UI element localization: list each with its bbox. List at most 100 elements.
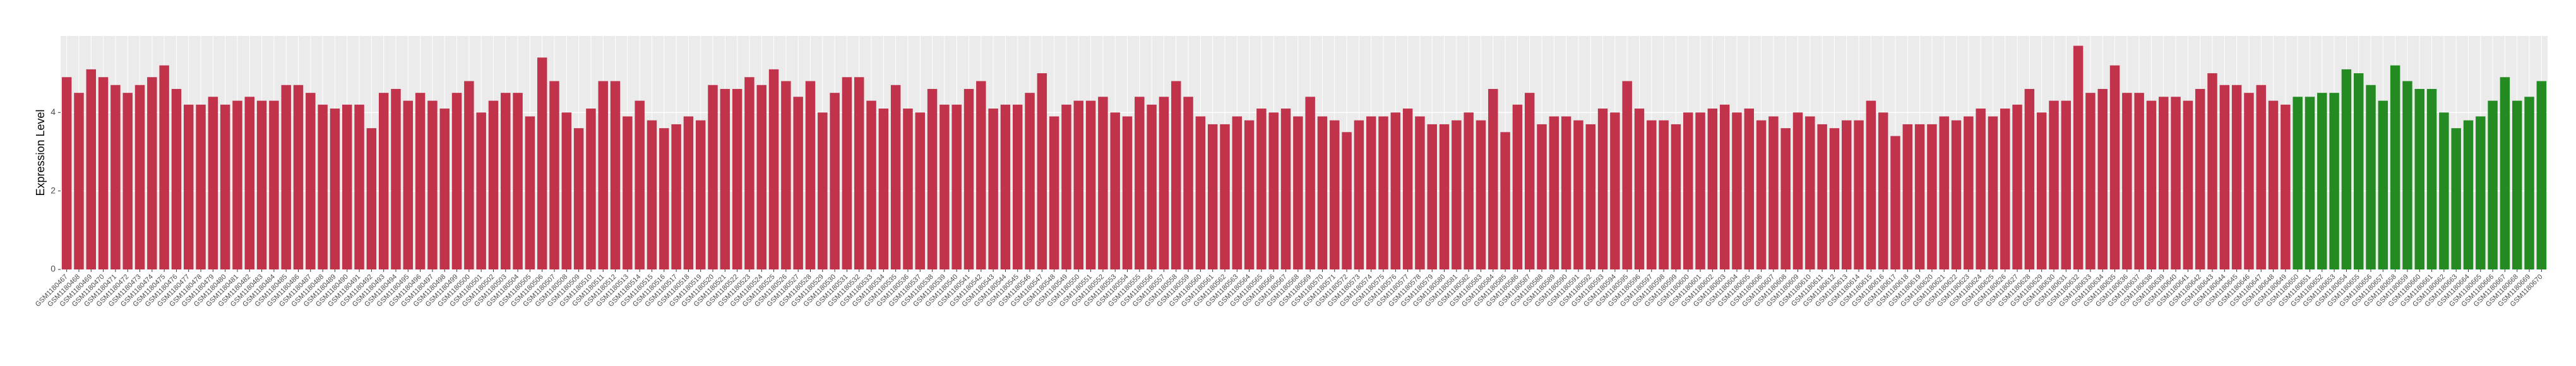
bar bbox=[2281, 104, 2291, 269]
bar bbox=[659, 128, 669, 269]
bar bbox=[1439, 124, 1450, 269]
bar bbox=[2366, 85, 2376, 270]
bar bbox=[1890, 136, 1900, 269]
bar bbox=[2122, 93, 2132, 269]
bar bbox=[671, 124, 681, 269]
bar bbox=[2207, 73, 2217, 270]
bar bbox=[1561, 116, 1571, 269]
bar bbox=[403, 100, 414, 269]
bar bbox=[2390, 65, 2400, 269]
bar bbox=[951, 104, 962, 269]
bar bbox=[1854, 120, 1864, 269]
bar bbox=[2463, 120, 2474, 269]
bar bbox=[2061, 100, 2072, 269]
bar bbox=[1073, 100, 1084, 269]
bar bbox=[391, 88, 401, 269]
bar bbox=[1951, 120, 1962, 269]
bar bbox=[208, 97, 218, 270]
bar bbox=[2159, 97, 2169, 270]
bar bbox=[1829, 128, 1840, 269]
bar bbox=[61, 77, 72, 269]
bar bbox=[318, 104, 328, 269]
bar bbox=[220, 104, 230, 269]
bar bbox=[74, 93, 84, 269]
bar bbox=[805, 81, 816, 269]
bar bbox=[1342, 132, 1352, 269]
bar bbox=[793, 97, 803, 270]
bar bbox=[1427, 124, 1437, 269]
bar bbox=[2500, 77, 2510, 269]
bar bbox=[525, 116, 535, 269]
bar bbox=[2109, 65, 2120, 269]
bar bbox=[2183, 100, 2193, 269]
bar bbox=[1988, 116, 1998, 269]
bar bbox=[2426, 88, 2437, 269]
bar bbox=[293, 85, 304, 270]
bar bbox=[354, 104, 364, 269]
bar bbox=[1659, 120, 1669, 269]
bar bbox=[2329, 93, 2339, 269]
bar bbox=[976, 81, 986, 269]
bar bbox=[147, 77, 157, 269]
bar bbox=[1220, 124, 1230, 269]
bar bbox=[98, 77, 109, 269]
bar bbox=[366, 128, 377, 269]
bar bbox=[1902, 124, 1913, 269]
bar bbox=[1135, 97, 1145, 270]
bar bbox=[2378, 100, 2388, 269]
bar bbox=[890, 85, 901, 270]
bar bbox=[1866, 100, 1876, 269]
bar bbox=[1061, 104, 1071, 269]
bar bbox=[330, 109, 340, 269]
bar bbox=[818, 112, 828, 269]
bar bbox=[256, 100, 267, 269]
bar bbox=[451, 93, 462, 269]
bar bbox=[2000, 109, 2010, 269]
bar bbox=[586, 109, 596, 269]
bar bbox=[1330, 120, 1340, 269]
bar bbox=[1817, 124, 1827, 269]
bar bbox=[988, 109, 998, 269]
bar bbox=[1914, 124, 1925, 269]
bar bbox=[281, 85, 291, 270]
y-tick-label: 4 bbox=[51, 107, 56, 117]
bar bbox=[159, 65, 169, 269]
bar bbox=[1098, 97, 1108, 270]
bar bbox=[1597, 109, 1608, 269]
bar bbox=[2414, 88, 2424, 269]
bar bbox=[1244, 120, 1255, 269]
bar bbox=[134, 85, 145, 270]
bar bbox=[1537, 124, 1547, 269]
bar bbox=[2317, 93, 2327, 269]
bar bbox=[1390, 112, 1401, 269]
bar bbox=[244, 97, 255, 270]
bar bbox=[2476, 116, 2486, 269]
bar bbox=[635, 100, 645, 269]
bar bbox=[1610, 112, 1620, 269]
bar bbox=[1232, 116, 1243, 269]
bar bbox=[1939, 116, 1949, 269]
bar bbox=[1171, 81, 1181, 269]
bar bbox=[2256, 85, 2266, 270]
bar bbox=[86, 69, 96, 269]
bar bbox=[2305, 97, 2315, 270]
bar bbox=[695, 120, 706, 269]
bar bbox=[1037, 73, 1047, 270]
bar bbox=[2268, 100, 2279, 269]
bar bbox=[2219, 85, 2230, 270]
bar bbox=[647, 120, 657, 269]
bar bbox=[2353, 73, 2364, 270]
bar bbox=[756, 85, 766, 270]
bar bbox=[306, 93, 316, 269]
bar bbox=[2341, 69, 2352, 269]
bar bbox=[1842, 120, 1852, 269]
bar bbox=[1488, 88, 1498, 269]
bar bbox=[427, 100, 438, 269]
bar bbox=[2024, 88, 2035, 269]
bar bbox=[720, 88, 730, 269]
bar bbox=[1780, 128, 1791, 269]
bar bbox=[184, 104, 194, 269]
bar bbox=[1683, 112, 1693, 269]
